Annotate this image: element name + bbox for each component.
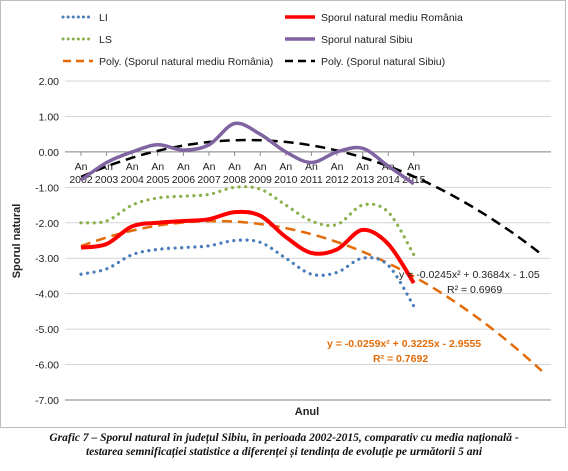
y-tick-label: 2.00 <box>39 76 60 88</box>
x-tick-label-bottom: 2015 <box>402 174 426 186</box>
chart-frame: LI LS Sporul natural mediu România Sporu… <box>0 0 566 428</box>
legend-label-ls: LS <box>99 34 112 46</box>
x-tick-label-bottom: 2005 <box>146 174 170 186</box>
x-tick-label-bottom: 2014 <box>377 174 401 186</box>
gridlines <box>65 80 551 401</box>
y-tick-label: -2.00 <box>35 218 59 230</box>
y-tick-label: -6.00 <box>35 360 59 372</box>
caption-line-2: testarea semnificației statistice a dife… <box>85 446 483 458</box>
x-tick-label-bottom: 2008 <box>223 174 247 186</box>
y-tick-label: -3.00 <box>35 253 59 265</box>
equation-sibiu: y = -0.0245x² + 0.3684x - 1.05 <box>399 269 540 281</box>
x-tick-label-bottom: 2013 <box>351 174 375 186</box>
legend-label-poly-sibiu: Poly. (Sporul natural Sibiu) <box>321 56 445 68</box>
x-tick-label-top: An <box>356 161 369 173</box>
y-axis-title: Sporul natural <box>11 204 23 279</box>
x-tick-label-top: An <box>126 161 139 173</box>
x-tick-label-top: An <box>331 161 344 173</box>
x-tick-label-top: An <box>228 161 241 173</box>
x-axis-tick-labels: An2002An2003An2004An2005An2006An2007An20… <box>65 151 551 186</box>
series-lines <box>79 121 416 308</box>
r2-sibiu: R² = 0.6969 <box>447 284 502 296</box>
y-tick-label: -5.00 <box>35 324 59 336</box>
y-tick-label: 1.00 <box>39 111 60 123</box>
x-tick-label-bottom: 2009 <box>249 174 273 186</box>
series-line-3 <box>80 121 415 186</box>
figure-caption: Grafic 7 – Sporul natural în județul Sib… <box>0 431 568 459</box>
y-tick-label: -7.00 <box>35 395 59 407</box>
x-tick-label-top: An <box>151 161 164 173</box>
legend-label-li: LI <box>99 12 108 24</box>
trendline-0 <box>80 219 543 372</box>
x-tick-label-bottom: 2004 <box>121 174 145 186</box>
x-tick-label-top: An <box>203 161 216 173</box>
caption-line-1: Grafic 7 – Sporul natural în județul Sib… <box>49 432 519 444</box>
x-tick-label-top: An <box>407 161 420 173</box>
trendline-equations: y = -0.0245x² + 0.3684x - 1.05 R² = 0.69… <box>327 269 540 365</box>
equation-romania: y = -0.0259x² + 0.3225x - 2.9555 <box>327 338 481 350</box>
series-line-1 <box>79 185 416 257</box>
y-tick-label: -4.00 <box>35 289 59 301</box>
y-tick-label: -1.00 <box>35 182 59 194</box>
x-tick-label-bottom: 2010 <box>274 174 298 186</box>
chart-legend: LI LS Sporul natural mediu România Sporu… <box>61 12 463 68</box>
x-tick-label-bottom: 2011 <box>300 174 323 186</box>
trendline-1 <box>80 138 543 256</box>
x-tick-label-bottom: 2003 <box>95 174 119 186</box>
legend-label-sibiu: Sporul natural Sibiu <box>321 34 413 46</box>
y-tick-label: 0.00 <box>39 147 60 159</box>
x-tick-label-top: An <box>279 161 292 173</box>
line-chart: LI LS Sporul natural mediu România Sporu… <box>11 12 551 418</box>
legend-label-poly-romania: Poly. (Sporul natural mediu România) <box>99 56 273 68</box>
series-line-0 <box>79 238 416 308</box>
x-axis-title: Anul <box>295 406 319 418</box>
series-line-2 <box>80 209 416 285</box>
x-tick-label-top: An <box>75 161 88 173</box>
legend-label-romania: Sporul natural mediu România <box>321 12 463 24</box>
x-tick-label-top: An <box>254 161 267 173</box>
x-tick-label-bottom: 2012 <box>325 174 349 186</box>
y-axis-tick-labels: 2.00 1.00 0.00 -1.00 -2.00 -3.00 -4.00 -5.00 -6.… <box>35 76 59 407</box>
r2-romania: R² = 0.7692 <box>373 353 428 365</box>
x-tick-label-top: An <box>177 161 190 173</box>
trendlines <box>80 138 543 372</box>
x-tick-label-bottom: 2006 <box>172 174 196 186</box>
x-tick-label-bottom: 2007 <box>197 174 221 186</box>
